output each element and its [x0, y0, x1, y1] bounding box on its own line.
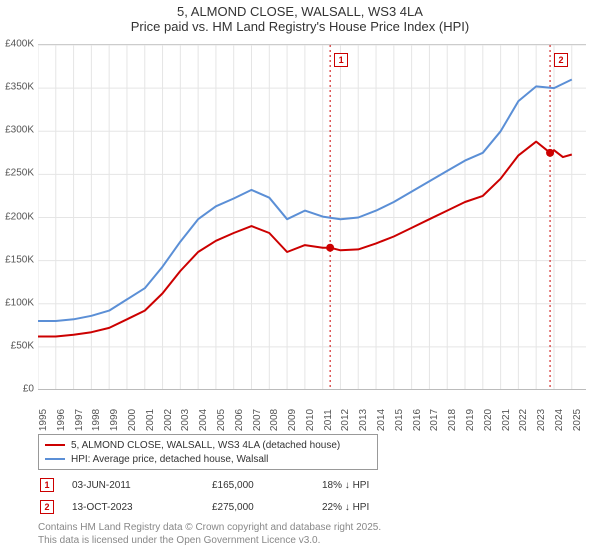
x-tick-label: 2017: [429, 409, 440, 431]
chart-svg: [38, 45, 586, 390]
transaction-delta: 22% ↓ HPI: [322, 502, 442, 513]
attribution: Contains HM Land Registry data © Crown c…: [38, 522, 586, 547]
x-tick-label: 2013: [358, 409, 369, 431]
legend-item-hpi: HPI: Average price, detached house, Wals…: [45, 452, 371, 466]
x-tick-label: 2006: [234, 409, 245, 431]
transaction-row: 1 03-JUN-2011 £165,000 18% ↓ HPI: [38, 474, 586, 496]
y-tick-label: £0: [23, 384, 34, 395]
transaction-date: 13-OCT-2023: [72, 502, 212, 513]
x-tick-label: 2009: [287, 409, 298, 431]
x-tick-label: 2020: [483, 409, 494, 431]
x-tick-label: 1997: [74, 409, 85, 431]
x-tick-label: 2022: [518, 409, 529, 431]
event-marker-label: 1: [334, 53, 348, 67]
chart-container: 5, ALMOND CLOSE, WALSALL, WS3 4LA Price …: [0, 0, 600, 560]
attribution-line: Contains HM Land Registry data © Crown c…: [38, 522, 586, 535]
title-subtitle: Price paid vs. HM Land Registry's House …: [0, 19, 600, 34]
transaction-date: 03-JUN-2011: [72, 480, 212, 491]
y-tick-label: £200K: [5, 211, 34, 222]
x-tick-label: 2021: [501, 409, 512, 431]
y-axis: £0£50K£100K£150K£200K£250K£300K£350K£400…: [0, 44, 36, 389]
x-tick-label: 2002: [163, 409, 174, 431]
y-tick-label: £250K: [5, 168, 34, 179]
transaction-badge: 1: [40, 478, 54, 492]
x-tick-label: 1999: [109, 409, 120, 431]
transaction-table: 1 03-JUN-2011 £165,000 18% ↓ HPI 2 13-OC…: [38, 474, 586, 518]
x-tick-label: 2025: [572, 409, 583, 431]
x-axis: 1995 1996 1997 1998 1999 2000 2001 2002 2003 2004…: [38, 392, 586, 430]
attribution-line: This data is licensed under the Open Gov…: [38, 535, 586, 548]
legend-swatch: [45, 444, 65, 447]
transaction-price: £165,000: [212, 480, 322, 491]
legend-label: 5, ALMOND CLOSE, WALSALL, WS3 4LA (detac…: [71, 440, 340, 451]
x-tick-label: 2001: [145, 409, 156, 431]
x-tick-label: 2015: [394, 409, 405, 431]
transaction-badge: 2: [40, 500, 54, 514]
transaction-price: £275,000: [212, 502, 322, 513]
y-tick-label: £50K: [11, 340, 34, 351]
x-tick-label: 2024: [554, 409, 565, 431]
x-tick-label: 2016: [412, 409, 423, 431]
y-tick-label: £400K: [5, 39, 34, 50]
x-tick-label: 2014: [376, 409, 387, 431]
title-block: 5, ALMOND CLOSE, WALSALL, WS3 4LA Price …: [0, 0, 600, 36]
x-tick-label: 2000: [127, 409, 138, 431]
event-marker-label: 2: [554, 53, 568, 67]
transaction-delta: 18% ↓ HPI: [322, 480, 442, 491]
legend-label: HPI: Average price, detached house, Wals…: [71, 454, 268, 465]
x-tick-label: 2023: [536, 409, 547, 431]
x-tick-label: 2003: [180, 409, 191, 431]
x-tick-label: 1998: [91, 409, 102, 431]
transaction-row: 2 13-OCT-2023 £275,000 22% ↓ HPI: [38, 496, 586, 518]
title-address: 5, ALMOND CLOSE, WALSALL, WS3 4LA: [0, 4, 600, 19]
x-tick-label: 2008: [269, 409, 280, 431]
y-tick-label: £100K: [5, 297, 34, 308]
legend-item-price-paid: 5, ALMOND CLOSE, WALSALL, WS3 4LA (detac…: [45, 438, 371, 452]
y-tick-label: £150K: [5, 254, 34, 265]
x-tick-label: 2005: [216, 409, 227, 431]
x-tick-label: 2018: [447, 409, 458, 431]
x-tick-label: 2007: [252, 409, 263, 431]
chart-plot-area: 12: [38, 44, 586, 389]
legend-swatch: [45, 458, 65, 461]
x-tick-label: 2004: [198, 409, 209, 431]
x-tick-label: 2010: [305, 409, 316, 431]
y-tick-label: £350K: [5, 82, 34, 93]
y-tick-label: £300K: [5, 125, 34, 136]
x-tick-label: 1995: [38, 409, 49, 431]
x-tick-label: 2019: [465, 409, 476, 431]
x-tick-label: 2011: [323, 409, 334, 431]
x-tick-label: 1996: [56, 409, 67, 431]
x-tick-label: 2012: [340, 409, 351, 431]
legend: 5, ALMOND CLOSE, WALSALL, WS3 4LA (detac…: [38, 434, 378, 470]
